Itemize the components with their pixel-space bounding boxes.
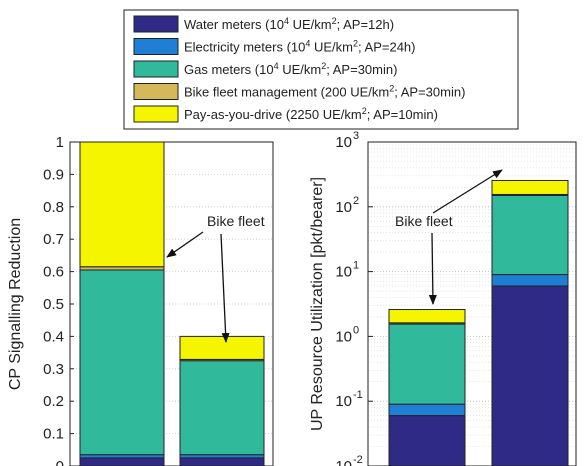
right-axes-frame	[367, 141, 577, 466]
left-bar-segment	[79, 269, 165, 456]
chart-up-utilization: 10-210-11001011021034G-CMmIoT-5G-CMUP Re…	[309, 130, 577, 466]
legend-entry: Gas meters (104 UE/km2; AP=30min)	[184, 61, 397, 77]
legend: Water meters (104 UE/km2; AP=12h) Electri…	[123, 9, 519, 130]
legend-entry: Water meters (104 UE/km2; AP=12h)	[184, 16, 394, 32]
left-ytick-label: 0.1	[43, 426, 64, 443]
right-bar-segment	[388, 403, 466, 417]
legend-swatch	[133, 83, 179, 100]
right-ytick-exponent: -1	[353, 389, 363, 401]
right-bar-segment	[491, 179, 569, 195]
right-ytick-exponent: 1	[353, 260, 359, 272]
chart-cp-signalling: 00.10.20.30.40.50.60.70.80.914G-CMmIoT-5…	[7, 134, 274, 466]
legend-entry: Pay-as-you-drive (2250 UE/km2; AP=10min)	[184, 106, 438, 122]
right-bar-segment	[388, 323, 466, 405]
right-ytick-exponent: 2	[353, 195, 359, 207]
left-ytick-label: 0.4	[43, 328, 64, 345]
right-ytick-label: 10	[335, 458, 352, 466]
left-ytick-label: 0.3	[43, 361, 64, 378]
left-ytick-label: 0.9	[43, 166, 64, 183]
legend-entry: Electricity meters (104 UE/km2; AP=24h)	[184, 39, 416, 55]
left-ytick-label: 0.7	[43, 231, 64, 248]
right-bar-segment	[388, 309, 466, 324]
left-ytick-label: 0.5	[43, 296, 64, 313]
right-ytick-label: 10	[335, 393, 352, 410]
legend-swatch	[133, 15, 179, 33]
legend-swatch	[133, 105, 179, 123]
right-ytick-label: 10	[335, 199, 352, 216]
right-bar-segment	[388, 415, 466, 466]
right-ytick-exponent: 0	[353, 324, 359, 336]
right-bar-segment	[491, 194, 569, 276]
left-ytick-label: 0.8	[43, 199, 64, 216]
left-ytick-label: 1	[56, 134, 64, 151]
legend-entry: Bike fleet management (200 UE/km2; AP=30…	[184, 84, 465, 100]
left-axes-frame	[69, 141, 274, 466]
left-bar-segment	[179, 457, 265, 466]
left-bar-segment	[179, 335, 265, 360]
left-ylabel: CP Signalling Reduction	[7, 218, 24, 390]
left-bar-segment	[179, 360, 265, 456]
right-ylabel: UP Resource Utilization [pkt/bearer]	[309, 177, 326, 431]
left-bar-segment	[79, 141, 165, 268]
right-ytick-label: 10	[335, 264, 352, 281]
left-ytick-label: 0.2	[43, 393, 64, 410]
annotation-bike-fleet-left: Bike fleet	[207, 213, 265, 229]
legend-swatch	[133, 60, 179, 78]
left-bar-segment	[79, 457, 165, 466]
right-ytick-exponent: 3	[353, 130, 359, 142]
annotation-arrow	[220, 233, 230, 343]
left-ytick-label: 0.6	[43, 264, 64, 281]
left-ytick-label: 0	[56, 458, 64, 466]
right-bar-segment	[491, 274, 569, 287]
legend-box	[123, 9, 519, 130]
right-ytick-label: 10	[335, 134, 352, 151]
legend-swatch	[133, 38, 179, 55]
annotation-arrow	[432, 169, 503, 214]
annotation-arrow	[166, 231, 204, 258]
right-ytick-label: 10	[335, 328, 352, 345]
annotation-bike-fleet-right: Bike fleet	[395, 213, 453, 229]
right-ytick-exponent: -2	[353, 454, 363, 466]
right-bar-segment	[491, 285, 569, 466]
annotation-arrow	[428, 232, 437, 305]
